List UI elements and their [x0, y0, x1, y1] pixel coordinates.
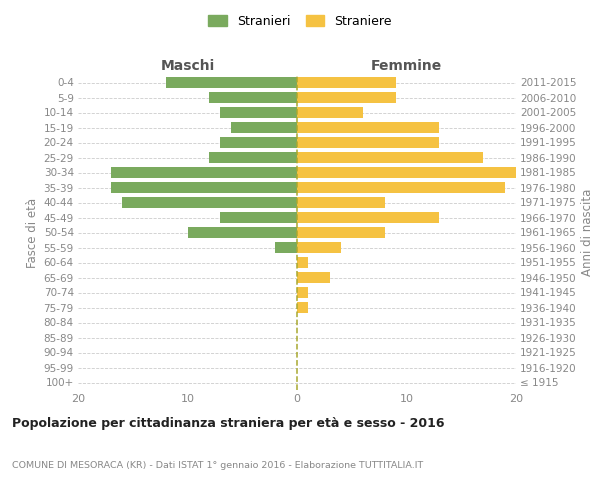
Bar [232, 122, 297, 133]
Bar [297, 212, 439, 223]
Text: Popolazione per cittadinanza straniera per età e sesso - 2016: Popolazione per cittadinanza straniera p… [12, 418, 445, 430]
Bar [297, 182, 505, 193]
Text: COMUNE DI MESORACA (KR) - Dati ISTAT 1° gennaio 2016 - Elaborazione TUTTITALIA.I: COMUNE DI MESORACA (KR) - Dati ISTAT 1° … [12, 460, 423, 469]
Bar [297, 287, 308, 298]
Bar [297, 302, 308, 313]
Bar [297, 152, 483, 163]
Bar [220, 137, 297, 148]
Bar [209, 92, 297, 103]
Bar [297, 122, 439, 133]
Bar [297, 242, 341, 253]
Bar [297, 197, 385, 208]
Bar [275, 242, 297, 253]
Bar [111, 182, 297, 193]
Bar [297, 257, 308, 268]
Text: Maschi: Maschi [160, 58, 215, 72]
Legend: Stranieri, Straniere: Stranieri, Straniere [205, 11, 395, 32]
Y-axis label: Anni di nascita: Anni di nascita [581, 189, 594, 276]
Bar [209, 152, 297, 163]
Bar [297, 137, 439, 148]
Text: Femmine: Femmine [371, 58, 442, 72]
Bar [122, 197, 297, 208]
Bar [297, 107, 363, 118]
Bar [111, 167, 297, 178]
Bar [188, 227, 297, 238]
Bar [220, 107, 297, 118]
Bar [297, 92, 395, 103]
Y-axis label: Fasce di età: Fasce di età [26, 198, 40, 268]
Bar [166, 77, 297, 88]
Bar [297, 227, 385, 238]
Bar [220, 212, 297, 223]
Bar [297, 167, 516, 178]
Bar [297, 77, 395, 88]
Bar [297, 272, 330, 283]
